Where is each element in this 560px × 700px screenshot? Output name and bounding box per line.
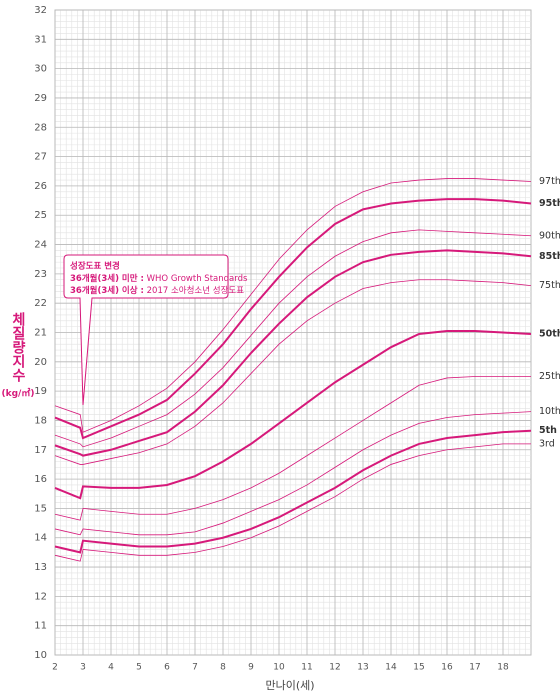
annotation-line: 36개월(3세) 이상 : 2017 소아청소년 성장도표 <box>70 285 244 296</box>
x-tick-label: 3 <box>80 663 86 673</box>
percentile-line <box>54 249 532 457</box>
percentile-line <box>54 411 532 536</box>
annotation-label: 36개월(3세) 이상 : <box>70 285 144 296</box>
legend-label: 10th <box>539 406 560 417</box>
legend-label: 75th <box>539 280 560 291</box>
x-tick-label: 13 <box>357 663 368 673</box>
y-tick-label: 13 <box>34 562 47 573</box>
percentile-line <box>54 279 532 465</box>
y-tick-label: 31 <box>34 34 47 45</box>
y-tick-label: 12 <box>34 591 47 602</box>
y-tick-label: 26 <box>34 181 47 192</box>
annotation-text: WHO Growth Standards <box>147 274 248 284</box>
x-tick-label: 9 <box>248 663 254 673</box>
percentile-line <box>54 178 532 433</box>
percentile-line <box>54 443 531 562</box>
percentile-line <box>54 330 532 500</box>
x-tick-label: 17 <box>469 663 480 673</box>
annotation-label: 36개월(3세) 미만 : <box>70 273 144 284</box>
percentile-line <box>54 429 532 554</box>
y-tick-label: 16 <box>34 474 47 485</box>
y-axis-unit: (kg/㎡) <box>1 389 35 399</box>
x-tick-label: 14 <box>385 663 397 673</box>
legend-label: 3rd <box>539 438 555 449</box>
y-tick-label: 27 <box>34 152 47 163</box>
y-tick-label: 25 <box>34 210 47 221</box>
x-tick-label: 6 <box>164 663 170 673</box>
legend-label: 85th <box>539 251 560 262</box>
legend-label: 25th <box>539 371 560 382</box>
x-tick-label: 2 <box>52 663 58 673</box>
legend-label: 95th <box>539 198 560 209</box>
percentile-line <box>54 376 531 521</box>
x-tick-label: 16 <box>441 663 453 673</box>
x-tick-label: 11 <box>301 663 312 673</box>
y-tick-label: 24 <box>34 240 47 251</box>
annotation-line: 36개월(3세) 미만 : WHO Growth Standards <box>70 273 248 284</box>
y-axis-title: 체질량지수 <box>10 312 26 382</box>
y-tick-label: 32 <box>34 5 47 16</box>
x-tick-label: 4 <box>108 663 114 673</box>
y-tick-label: 17 <box>34 445 47 456</box>
y-tick-label: 11 <box>34 621 47 632</box>
y-tick-label: 19 <box>34 386 47 397</box>
legend-label: 97th <box>539 176 560 187</box>
legend-label: 50th <box>539 328 560 339</box>
x-tick-label: 5 <box>136 663 142 673</box>
annotation-text: 2017 소아청소년 성장도표 <box>147 285 245 296</box>
y-tick-label: 20 <box>34 357 47 368</box>
legend-label: 90th <box>539 230 560 241</box>
x-tick-label: 18 <box>497 663 509 673</box>
x-tick-label: 10 <box>273 663 285 673</box>
annotation-title: 성장도표 변경 <box>70 261 120 272</box>
percentile-line <box>54 198 532 440</box>
y-tick-label: 28 <box>34 122 47 133</box>
y-tick-label: 29 <box>34 93 47 104</box>
x-tick-label: 12 <box>329 663 340 673</box>
x-tick-label: 7 <box>192 663 198 673</box>
y-tick-label: 10 <box>34 650 47 661</box>
y-tick-label: 18 <box>34 415 47 426</box>
y-tick-label: 30 <box>34 64 47 75</box>
annotation-box <box>63 254 229 406</box>
x-tick-label: 15 <box>413 663 424 673</box>
percentile-line <box>54 229 532 448</box>
y-tick-label: 23 <box>34 269 47 280</box>
legend-label: 5th <box>539 425 557 436</box>
y-tick-label: 22 <box>34 298 47 309</box>
y-tick-label: 15 <box>34 503 47 514</box>
x-axis-title: 만나이(세) <box>265 679 314 692</box>
y-tick-label: 21 <box>34 328 47 339</box>
y-tick-label: 14 <box>34 533 47 544</box>
x-tick-label: 8 <box>220 663 226 673</box>
